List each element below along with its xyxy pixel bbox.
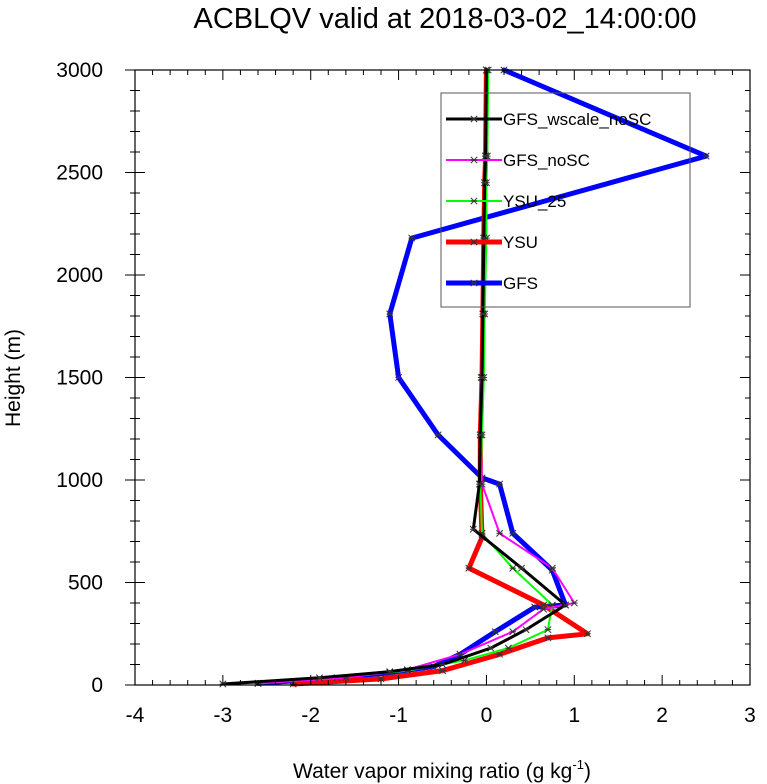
data-point	[465, 564, 473, 572]
x-tick-label: 1	[568, 704, 580, 727]
plot-frame	[134, 69, 751, 686]
y-tick-label: 2500	[56, 162, 103, 185]
y-tick-label: 3000	[56, 59, 103, 82]
data-point	[509, 564, 517, 572]
legend-label: GFS_wscale_noSC	[503, 110, 651, 129]
data-point	[386, 668, 394, 676]
legend-item-gfs: GFS	[446, 274, 538, 293]
y-tick-label: 2000	[56, 264, 103, 287]
data-point	[522, 626, 530, 634]
x-tick-label: -2	[301, 704, 320, 727]
legend-box	[440, 92, 691, 308]
y-axis-title: Height (m)	[2, 329, 25, 427]
data-point	[531, 603, 539, 611]
x-tick-label: 3	[744, 704, 756, 727]
data-point	[478, 373, 486, 382]
legend-item-gfs-wscale-nosc: GFS_wscale_noSC	[446, 110, 651, 129]
x-tick-label: -4	[126, 704, 145, 727]
x-tick-label: -3	[214, 704, 233, 727]
series-gfs-wscale-nosc	[219, 66, 570, 688]
legend-label: GFS_noSC	[503, 151, 590, 170]
y-tick-label: 1000	[56, 469, 103, 492]
x-tick-label: 0	[481, 704, 493, 727]
data-point	[491, 628, 499, 636]
data-point	[434, 431, 442, 439]
series-layer	[219, 66, 710, 688]
data-point	[570, 599, 578, 607]
legend-marker	[470, 156, 478, 164]
chart-title: ACBLQV valid at 2018-03-02_14:00:00	[193, 3, 696, 35]
x-tick-label: -1	[389, 704, 408, 727]
data-point	[395, 373, 403, 382]
data-point	[475, 480, 483, 488]
data-point	[548, 564, 556, 572]
data-point	[487, 644, 495, 652]
data-point	[377, 675, 385, 683]
data-point	[481, 152, 490, 160]
y-tick-label: 500	[68, 572, 103, 595]
x-tick-label: 2	[656, 704, 668, 727]
data-point	[315, 674, 324, 682]
legend-label: YSU	[503, 233, 538, 252]
data-point	[469, 525, 477, 533]
data-point	[539, 605, 548, 613]
data-point	[438, 660, 447, 669]
data-point	[544, 634, 552, 642]
data-point	[509, 529, 517, 537]
legend-label: GFS	[503, 274, 538, 293]
legend-marker	[470, 115, 478, 123]
legend: GFS_wscale_noSC GFS_noSC YSU_25 YSU GFS	[440, 92, 691, 308]
y-tick-label: 1500	[56, 367, 103, 390]
legend-marker	[470, 279, 478, 287]
data-point	[504, 644, 512, 652]
x-axis-title-superscript: -1	[572, 757, 584, 772]
data-point	[702, 152, 710, 160]
data-point	[476, 431, 484, 439]
data-point	[561, 601, 570, 609]
data-point	[386, 310, 394, 318]
x-axis-title: Water vapor mixing ratio (g kg-1)	[293, 757, 591, 783]
data-point	[496, 529, 504, 537]
data-point	[518, 564, 526, 572]
data-point	[438, 667, 447, 675]
x-axis-title-main: Water vapor mixing ratio (g kg	[293, 760, 572, 783]
legend-item-ysu: YSU	[446, 233, 538, 252]
data-point	[496, 480, 504, 488]
data-point	[408, 234, 416, 242]
data-point	[481, 179, 489, 187]
ticks-layer: -4 -3 -2 -1 0 1 2 3 0 500 1000 1500 2000 2500 3000	[56, 59, 756, 727]
legend-item-gfs-nosc: GFS_noSC	[446, 151, 590, 170]
legend-marker	[470, 197, 478, 205]
data-point	[583, 630, 592, 638]
y-tick-label: 0	[91, 674, 103, 697]
data-point	[544, 626, 552, 634]
legend-label: YSU_25	[503, 192, 566, 211]
legend-item-ysu-25: YSU_25	[446, 192, 566, 211]
legend-marker	[470, 238, 478, 246]
data-point	[479, 310, 487, 318]
x-axis-title-suffix: )	[584, 760, 591, 783]
